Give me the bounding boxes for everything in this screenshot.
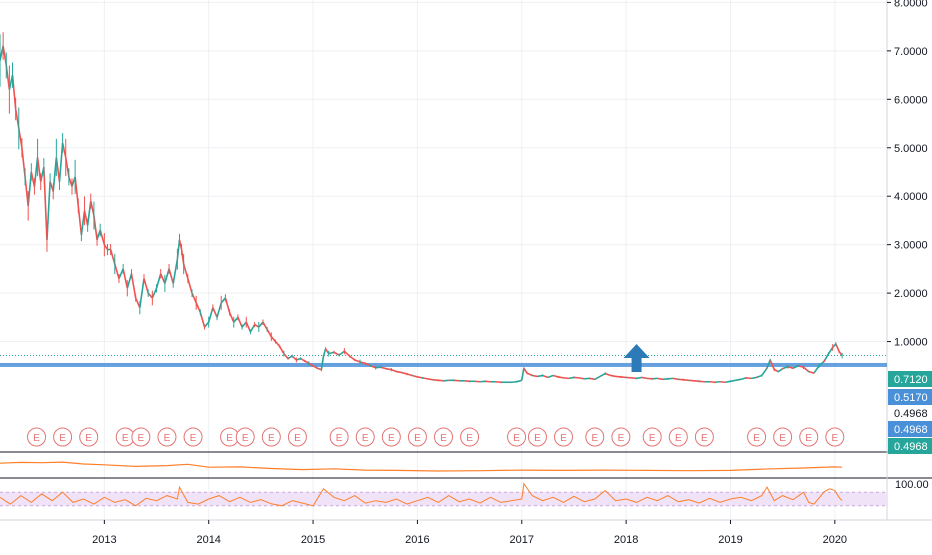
- price-segment: [736, 379, 741, 380]
- price-tag-label: 0.7120: [894, 374, 928, 386]
- y-tick-label: 5.0000: [894, 143, 928, 155]
- earnings-marker-label: E: [242, 433, 249, 444]
- y-tick-label: 6.0000: [894, 94, 928, 106]
- earnings-marker-label: E: [138, 433, 145, 444]
- y-tick-label: 2.0000: [894, 288, 928, 300]
- earnings-marker-label: E: [362, 433, 369, 444]
- price-segment: [417, 377, 422, 378]
- y-tick-label: 1.0000: [894, 337, 928, 349]
- earnings-marker-label: E: [466, 433, 473, 444]
- x-tick-label: 2020: [823, 534, 847, 546]
- earnings-marker-label: E: [753, 433, 760, 444]
- price-segment: [637, 377, 642, 378]
- price-segment: [397, 372, 402, 373]
- earnings-marker-label: E: [294, 433, 301, 444]
- earnings-marker-label: E: [122, 433, 129, 444]
- price-segment: [730, 380, 735, 381]
- x-tick-label: 2017: [510, 534, 534, 546]
- earnings-marker-label: E: [831, 433, 838, 444]
- price-segment: [610, 375, 615, 376]
- earnings-marker-label: E: [414, 433, 421, 444]
- price-tag-label: 0.4968: [894, 441, 928, 453]
- price-segment: [657, 378, 662, 379]
- price-segment: [423, 378, 428, 379]
- price-segment: [751, 377, 756, 378]
- price-segment: [428, 379, 433, 380]
- earnings-marker-label: E: [388, 433, 395, 444]
- price-segment: [725, 381, 730, 382]
- y-tick-label: 3.0000: [894, 240, 928, 252]
- earnings-marker-label: E: [85, 433, 92, 444]
- price-segment: [673, 378, 678, 379]
- earnings-marker-label: E: [226, 433, 233, 444]
- earnings-marker-label: E: [805, 433, 812, 444]
- earnings-marker-label: E: [513, 433, 520, 444]
- price-segment: [642, 377, 647, 378]
- x-tick-label: 2016: [405, 534, 429, 546]
- y-tick-label: 7.0000: [894, 46, 928, 58]
- x-tick-label: 2019: [718, 534, 742, 546]
- earnings-marker-label: E: [268, 433, 275, 444]
- earnings-marker-label: E: [164, 433, 171, 444]
- earnings-marker-label: E: [560, 433, 567, 444]
- price-segment: [579, 378, 584, 379]
- price-segment: [532, 375, 537, 376]
- price-segment: [569, 377, 574, 378]
- support-zone: [0, 363, 887, 367]
- earnings-marker-label: E: [33, 433, 40, 444]
- price-segment: [537, 375, 542, 376]
- price-segment: [590, 378, 595, 379]
- x-tick-label: 2018: [614, 534, 638, 546]
- price-segment: [386, 369, 391, 370]
- indicator2-scale-label: 100.00: [895, 479, 929, 491]
- earnings-marker-label: E: [649, 433, 656, 444]
- earnings-marker-label: E: [59, 433, 66, 444]
- earnings-marker-label: E: [336, 433, 343, 444]
- x-tick-label: 2013: [92, 534, 116, 546]
- x-tick-label: 2014: [196, 534, 220, 546]
- price-tag-label: 0.4968: [894, 424, 928, 436]
- price-label: 0.4968: [894, 408, 928, 420]
- price-tag-label: 0.5170: [894, 392, 928, 404]
- y-tick-label: 8.0000: [894, 0, 928, 9]
- earnings-marker-label: E: [675, 433, 682, 444]
- earnings-marker-label: E: [701, 433, 708, 444]
- y-tick-label: 4.0000: [894, 191, 928, 203]
- earnings-marker-label: E: [618, 433, 625, 444]
- earnings-marker-label: E: [534, 433, 541, 444]
- price-segment: [558, 377, 563, 378]
- earnings-marker-label: E: [591, 433, 598, 444]
- earnings-marker-label: E: [440, 433, 447, 444]
- earnings-marker-label: E: [779, 433, 786, 444]
- x-tick-label: 2015: [301, 534, 325, 546]
- earnings-marker-label: E: [190, 433, 197, 444]
